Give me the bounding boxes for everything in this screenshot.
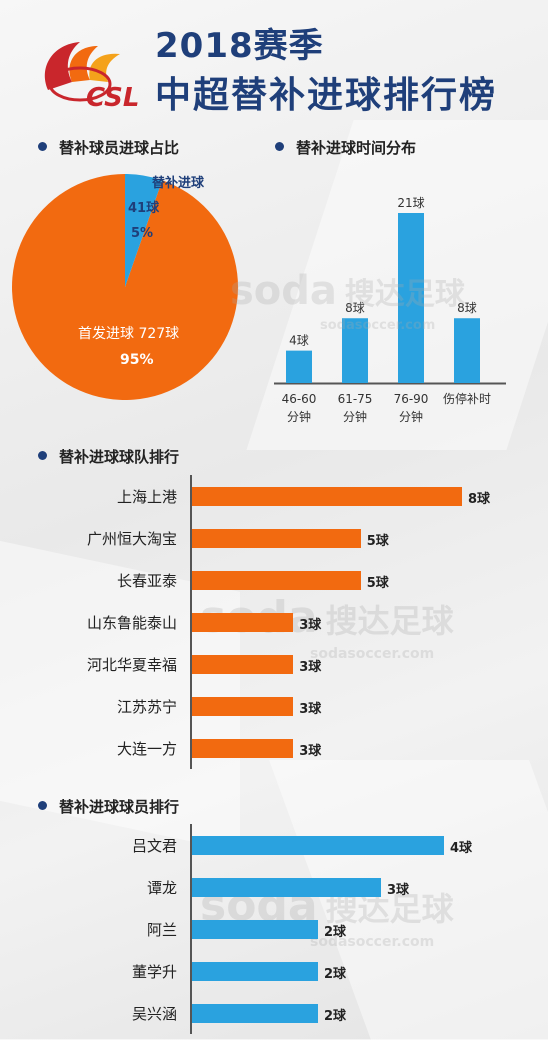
title-line1: 2018赛季: [155, 26, 324, 66]
bar-category-label: 上海上港: [116, 488, 177, 506]
bar: [192, 529, 361, 548]
time-bar-value: 4球: [289, 334, 309, 348]
time-tick-label: 分钟: [343, 409, 367, 424]
bar: [192, 655, 294, 674]
watermark-en: sodasoccer.com: [310, 646, 435, 662]
time-tick-label: 46-60: [282, 392, 317, 406]
time-bar-value: 21球: [397, 196, 424, 210]
time-tick-label: 76-90: [394, 392, 429, 406]
time-bar: [398, 213, 424, 383]
bar-value-label: 5球: [366, 534, 389, 549]
bar: [192, 1004, 318, 1023]
bar-category-label: 谭龙: [146, 879, 177, 897]
watermark-cn: 搜达足球: [344, 277, 465, 312]
bar-category-label: 阿兰: [146, 921, 177, 939]
bar-category-label: 大连一方: [116, 740, 177, 758]
bullet-icon: [38, 801, 47, 810]
pie-percent-starter: 95%: [120, 352, 154, 368]
bar-value-label: 4球: [450, 841, 473, 856]
bar: [192, 878, 381, 897]
bullet-icon: [38, 142, 47, 151]
bar-category-label: 山东鲁能泰山: [86, 614, 177, 632]
pie-section-title-text: 替补球员进球占比: [59, 139, 180, 157]
bar-value-label: 3球: [299, 660, 322, 675]
player-section-title: 替补进球球员排行: [38, 796, 179, 817]
watermark-cn: 搜达足球: [325, 602, 454, 640]
bar-category-label: 长春亚泰: [116, 572, 177, 590]
time-section-title-text: 替补进球时间分布: [296, 139, 417, 157]
team-section-title: 替补进球球队排行: [38, 446, 179, 467]
bar-category-label: 吕文君: [131, 837, 177, 855]
time-bar: [286, 350, 312, 383]
bar: [192, 487, 462, 506]
y-axis-line: [190, 475, 192, 769]
bar: [192, 697, 294, 716]
team-section-title-text: 替补进球球队排行: [59, 448, 180, 466]
time-bar: [342, 318, 368, 383]
time-tick-label: 61-75: [338, 392, 373, 406]
pie-section-title: 替补球员进球占比: [38, 137, 179, 158]
bar-category-label: 河北华夏幸福: [86, 656, 177, 674]
time-bar-value: 8球: [457, 301, 477, 315]
pie-label-substitute: 替补进球: [152, 175, 205, 191]
bar-value-label: 5球: [366, 576, 389, 591]
bar-value-label: 8球: [468, 492, 491, 507]
pie-percent-substitute: 5%: [131, 226, 153, 241]
bar-value-label: 3球: [299, 702, 322, 717]
watermark-en: sodasoccer.com: [310, 934, 435, 950]
bar-value-label: 2球: [324, 1009, 347, 1024]
pie-chart: 替补进球 41球 5% 首发进球 727球 95%: [11, 174, 239, 401]
time-section-title: 替补进球时间分布: [275, 137, 416, 158]
bar-value-label: 3球: [299, 618, 322, 633]
bar-category-label: 吴兴涵: [131, 1005, 177, 1023]
bar: [192, 920, 318, 939]
bar-category-label: 广州恒大淘宝: [86, 530, 177, 548]
bar-value-label: 3球: [387, 883, 410, 898]
bar-value-label: 3球: [299, 744, 322, 759]
bar: [192, 571, 361, 590]
csl-logo: CSL: [44, 42, 139, 112]
pie-label-starter: 首发进球 727球: [78, 326, 179, 342]
time-tick-label: 分钟: [287, 409, 311, 424]
bar: [192, 962, 318, 981]
bullet-icon: [38, 451, 47, 460]
watermark-logo: soda: [230, 268, 337, 314]
player-section-title-text: 替补进球球员排行: [59, 798, 180, 816]
bar-category-label: 董学升: [131, 963, 177, 981]
bar-value-label: 2球: [324, 967, 347, 982]
pie-value-substitute: 41球: [128, 200, 160, 216]
y-axis-line: [190, 824, 192, 1034]
bullet-icon: [275, 142, 284, 151]
title-line2: 中超替补进球排行榜: [155, 75, 498, 116]
time-tick-label: 伤停补时: [443, 391, 491, 406]
time-bar-value: 8球: [345, 301, 365, 315]
time-bar: [454, 318, 480, 383]
bar: [192, 739, 294, 758]
pie-slice-starter: [11, 174, 239, 401]
pie-slice-substitute: [125, 174, 163, 287]
bar-category-label: 江苏苏宁: [116, 698, 177, 716]
header: CSL 2018赛季 中超替补进球排行榜: [0, 0, 548, 130]
logo-text: CSL: [86, 83, 139, 112]
bar: [192, 836, 444, 855]
bar-value-label: 2球: [324, 925, 347, 940]
bar: [192, 613, 294, 632]
watermark-en: sodasoccer.com: [320, 318, 436, 333]
time-tick-label: 分钟: [399, 409, 423, 424]
